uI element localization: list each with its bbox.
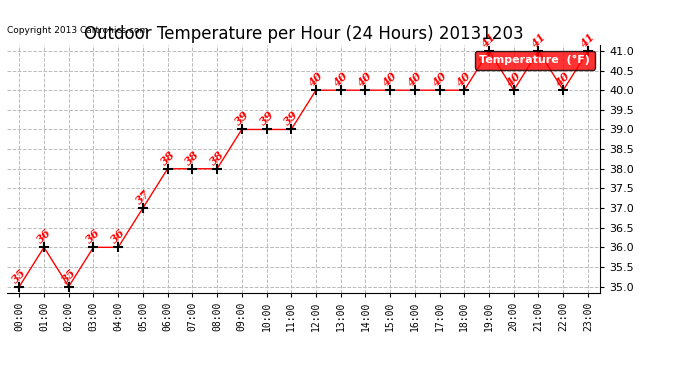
Text: 41: 41 [579,31,598,50]
Text: 40: 40 [554,70,573,88]
Text: 39: 39 [233,109,251,128]
Text: 40: 40 [504,70,523,88]
Text: 40: 40 [306,70,325,88]
Text: 36: 36 [84,227,103,246]
Text: 36: 36 [109,227,128,246]
Text: 40: 40 [455,70,473,88]
Title: Outdoor Temperature per Hour (24 Hours) 20131203: Outdoor Temperature per Hour (24 Hours) … [83,26,524,44]
Text: 38: 38 [183,148,201,167]
Text: 35: 35 [10,266,28,285]
Text: 40: 40 [356,70,375,88]
Legend: Temperature  (°F): Temperature (°F) [475,51,595,69]
Text: 41: 41 [529,31,548,50]
Text: 38: 38 [208,148,226,167]
Text: 39: 39 [257,109,276,128]
Text: 40: 40 [331,70,350,88]
Text: 35: 35 [59,266,78,285]
Text: 40: 40 [406,70,424,88]
Text: 37: 37 [134,188,152,207]
Text: 38: 38 [158,148,177,167]
Text: Copyright 2013 Cartronics.com: Copyright 2013 Cartronics.com [7,26,148,35]
Text: 40: 40 [381,70,400,88]
Text: 36: 36 [34,227,53,246]
Text: 39: 39 [282,109,301,128]
Text: 40: 40 [431,70,449,88]
Text: 41: 41 [480,31,498,50]
